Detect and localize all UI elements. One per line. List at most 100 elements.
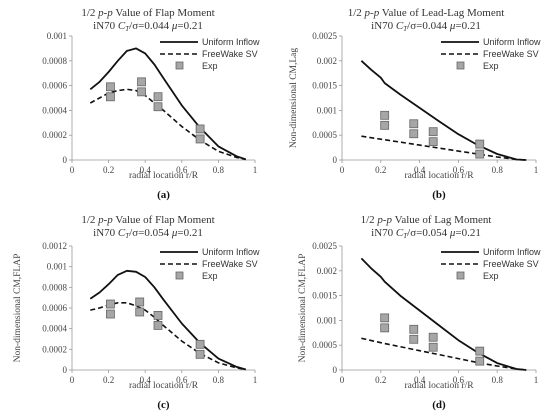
- exp-marker-upper: [475, 346, 485, 356]
- exp-marker-upper: [428, 332, 438, 342]
- y-tick-label: 0.0002: [42, 130, 67, 140]
- y-tick-label: 0.001: [317, 105, 337, 115]
- y-axis-label: Non-dimensional CM,FLAP: [298, 254, 308, 363]
- x-tick-label: 0.6: [453, 375, 465, 385]
- exp-marker-upper: [409, 324, 419, 334]
- x-axis-label: radial location r/R: [129, 171, 199, 181]
- x-tick-label: 0.8: [492, 165, 504, 175]
- exp-marker-upper: [195, 339, 205, 349]
- exp-marker-upper: [428, 127, 438, 137]
- legend-label: Exp: [483, 61, 499, 71]
- x-tick-label: 1: [534, 165, 539, 175]
- uniform-inflow-line: [360, 257, 527, 371]
- x-axis-label: radial location r/R: [404, 171, 474, 181]
- legend-label: Uniform Inflow: [202, 247, 260, 257]
- exp-marker-upper: [135, 297, 145, 307]
- chart-subtitle: iN70 CT/σ=0.054 μ=0.21: [93, 227, 203, 240]
- y-tick-label: 0.001: [47, 262, 67, 272]
- chart-title: 1/2 p-p Value of Flap Moment: [81, 214, 214, 226]
- legend-label: Uniform Inflow: [483, 247, 541, 257]
- x-axis-label: radial location r/R: [129, 381, 199, 391]
- exp-marker-upper: [475, 139, 485, 149]
- x-tick-label: 1: [253, 165, 258, 175]
- exp-marker-lower: [409, 129, 419, 139]
- legend-label: Uniform Inflow: [483, 37, 541, 47]
- panel-label: (a): [157, 189, 170, 201]
- freewake-line: [361, 337, 527, 371]
- x-tick-label: 0: [70, 375, 75, 385]
- exp-marker-lower: [153, 102, 163, 112]
- y-tick-label: 0.0006: [42, 303, 67, 313]
- panel-label: (c): [157, 399, 170, 411]
- y-tick-label: 0.0004: [42, 105, 67, 115]
- exp-marker-lower: [475, 356, 485, 366]
- x-tick-label: 0.4: [414, 165, 426, 175]
- y-tick-label: 0.0002: [42, 344, 67, 354]
- y-tick-label: 0.002: [317, 56, 337, 66]
- y-tick-label: 0.0008: [42, 282, 67, 292]
- x-tick-label: 1: [534, 375, 539, 385]
- exp-marker-upper: [195, 124, 205, 134]
- chart-title: 1/2 p-p Value of Lead-Lag Moment: [348, 7, 505, 19]
- exp-marker-lower: [475, 149, 485, 159]
- exp-marker-lower: [106, 309, 115, 319]
- x-tick-label: 0.4: [140, 165, 152, 175]
- x-tick-label: 0: [70, 165, 75, 175]
- exp-marker-lower: [380, 323, 390, 333]
- x-tick-label: 0.6: [176, 375, 188, 385]
- exp-marker-lower: [428, 342, 438, 352]
- uniform-inflow-line: [89, 47, 247, 161]
- exp-marker-upper: [153, 92, 163, 102]
- chart-title: 1/2 p-p Value of Flap Moment: [81, 7, 214, 19]
- legend-label: FreeWake SV: [202, 49, 258, 59]
- exp-marker-upper: [380, 110, 390, 120]
- x-tick-label: 0.4: [414, 375, 426, 385]
- panel-label: (d): [432, 399, 446, 411]
- exp-marker-upper: [409, 119, 419, 129]
- exp-marker-lower: [137, 87, 146, 97]
- legend-exp-swatch: [456, 61, 465, 70]
- y-tick-label: 0.0008: [42, 56, 67, 66]
- y-tick-label: 0: [333, 365, 338, 375]
- exp-marker-upper: [153, 310, 163, 320]
- y-tick-label: 0.0025: [312, 241, 337, 251]
- panel-label: (b): [432, 189, 446, 201]
- x-tick-label: 0: [340, 375, 345, 385]
- legend-label: FreeWake SV: [483, 49, 539, 59]
- y-tick-label: 0.0015: [312, 291, 337, 301]
- y-tick-label: 0: [63, 365, 68, 375]
- exp-marker-lower: [409, 334, 419, 344]
- exp-marker-lower: [428, 137, 438, 147]
- y-tick-label: 0.0025: [312, 31, 337, 41]
- legend-label: Exp: [483, 271, 499, 281]
- x-tick-label: 0.6: [453, 165, 465, 175]
- legend-label: Exp: [202, 271, 218, 281]
- y-tick-label: 0: [63, 155, 68, 165]
- x-tick-label: 0.6: [176, 165, 188, 175]
- x-tick-label: 0.8: [213, 165, 225, 175]
- legend-exp-swatch: [175, 61, 184, 70]
- exp-marker-upper: [106, 299, 115, 309]
- y-tick-label: 0.0005: [312, 340, 337, 350]
- exp-marker-lower: [195, 134, 205, 144]
- exp-marker-upper: [137, 77, 146, 87]
- y-tick-label: 0.0006: [42, 81, 67, 91]
- x-tick-label: 0.8: [213, 375, 225, 385]
- exp-marker-upper: [380, 313, 390, 323]
- x-tick-label: 1: [253, 375, 258, 385]
- exp-marker-lower: [153, 320, 163, 330]
- x-tick-label: 0: [340, 165, 345, 175]
- legend-label: Uniform Inflow: [202, 37, 260, 47]
- y-tick-label: 0.0005: [312, 130, 337, 140]
- freewake-line: [361, 135, 527, 161]
- uniform-inflow-line: [89, 269, 247, 371]
- x-tick-label: 0.2: [375, 165, 386, 175]
- y-tick-label: 0.0004: [42, 324, 67, 334]
- exp-marker-lower: [135, 307, 145, 317]
- x-tick-label: 0.2: [103, 165, 114, 175]
- chart-subtitle: iN70 CT/σ=0.044 μ=0.21: [371, 20, 481, 33]
- uniform-inflow-line: [360, 60, 527, 161]
